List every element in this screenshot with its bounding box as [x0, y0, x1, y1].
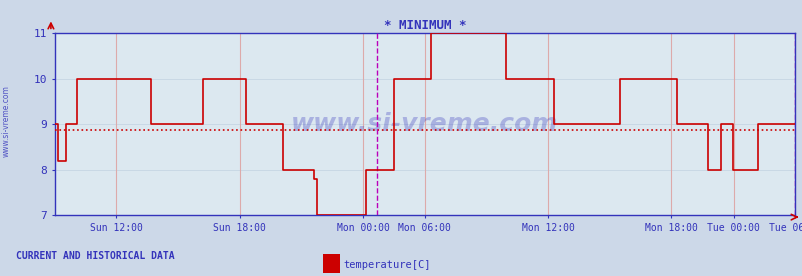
- Title: * MINIMUM *: * MINIMUM *: [383, 19, 465, 32]
- Text: www.si-vreme.com: www.si-vreme.com: [2, 86, 11, 157]
- Text: temperature[C]: temperature[C]: [343, 260, 431, 270]
- Text: CURRENT AND HISTORICAL DATA: CURRENT AND HISTORICAL DATA: [16, 251, 175, 261]
- Text: www.si-vreme.com: www.si-vreme.com: [291, 112, 557, 136]
